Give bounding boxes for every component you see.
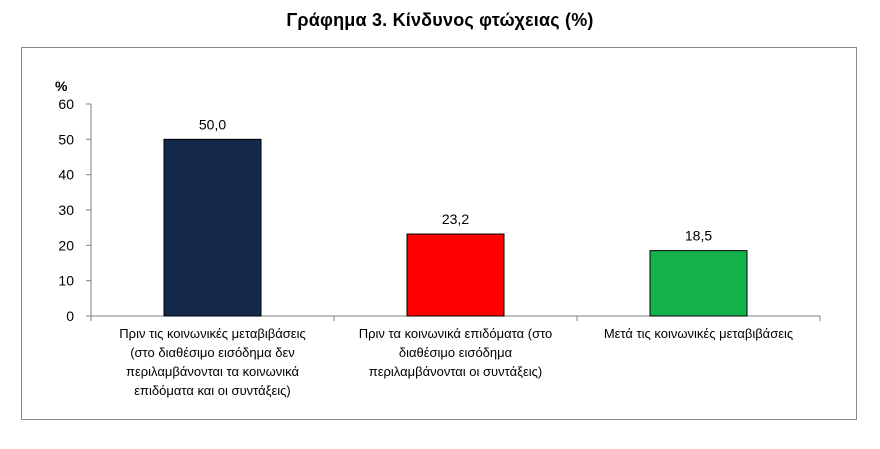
bar [406, 233, 505, 317]
bar [649, 250, 748, 317]
chart-title: Γράφημα 3. Κίνδυνος φτώχειας (%) [286, 10, 594, 30]
category-label: Πριν τα κοινωνικά επιδόματα (στο διαθέσιμ… [359, 326, 553, 379]
category-label-line: περιλαμβάνονται τα κοινωνικά [126, 364, 299, 379]
category-label: Μετά τις κοινωνικές μεταβιβάσεις [604, 326, 793, 341]
category-label-line: διαθέσιμο εισόδημα [399, 345, 513, 360]
y-tick-label: 50 [58, 131, 74, 147]
category-label-line: Πριν τις κοινωνικές μεταβιβάσεις [119, 326, 305, 341]
y-tick-label: 10 [58, 273, 74, 289]
category-labels: Πριν τις κοινωνικές μεταβιβάσεις (στο δια… [119, 326, 793, 398]
category-label-line: Πριν τα κοινωνικά επιδόματα (στο [359, 326, 553, 341]
y-axis-ticks: 0 10 20 30 40 50 60 [58, 96, 91, 324]
data-label: 50,0 [199, 116, 226, 132]
bars [163, 138, 748, 317]
category-label-line: (στο διαθέσιμο εισόδημα δεν [130, 345, 295, 360]
category-label: Πριν τις κοινωνικές μεταβιβάσεις (στο δια… [119, 326, 305, 398]
data-label: 23,2 [442, 211, 469, 227]
data-label: 18,5 [685, 228, 712, 244]
y-tick-label: 0 [66, 308, 74, 324]
y-tick-label: 40 [58, 167, 74, 183]
data-labels: 50,0 23,2 18,5 [199, 116, 712, 243]
chart-frame [21, 47, 857, 420]
y-tick-label: 20 [58, 237, 74, 253]
bar [163, 138, 262, 317]
y-tick-label: 30 [58, 202, 74, 218]
category-label-line: επιδόματα και οι συντάξεις) [134, 383, 291, 398]
y-axis-unit-label: % [55, 78, 68, 94]
category-label-line: Μετά τις κοινωνικές μεταβιβάσεις [604, 326, 793, 341]
category-label-line: περιλαμβάνονται οι συντάξεις) [369, 364, 542, 379]
y-tick-label: 60 [58, 96, 74, 112]
